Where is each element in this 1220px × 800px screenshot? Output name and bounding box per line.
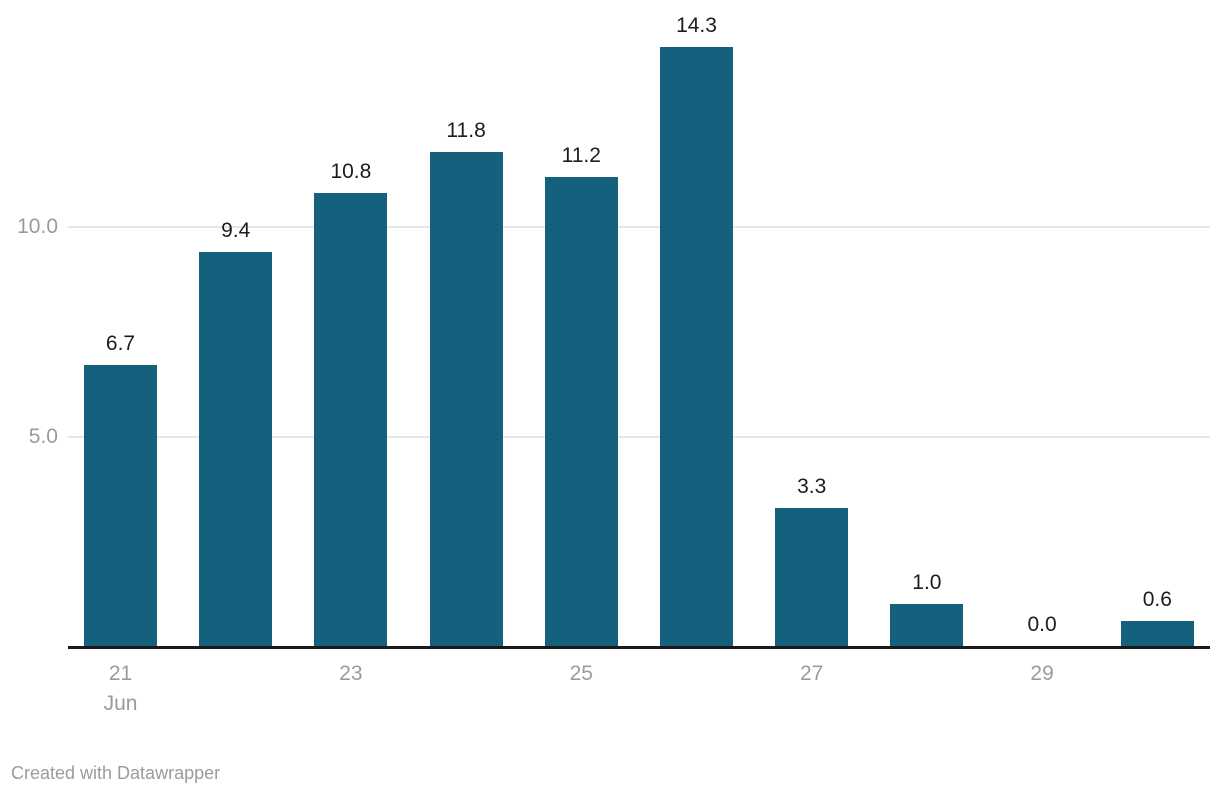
bar (1120, 620, 1194, 646)
bar (544, 176, 618, 646)
x-axis-line (68, 646, 1210, 649)
x-axis-tick-label: 25 (570, 659, 593, 689)
bar-value-label: 14.3 (676, 13, 717, 37)
y-axis-tick-label: 10.0 (17, 215, 58, 238)
bar (429, 151, 503, 646)
bar-value-label: 6.7 (105, 332, 136, 356)
y-gridline (68, 226, 1210, 228)
x-tick-main: 21 (108, 662, 133, 685)
x-tick-main: 25 (569, 662, 593, 685)
bar-value-label: 3.3 (797, 474, 827, 498)
x-axis-tick-label: 23 (339, 659, 362, 689)
bar-value-label: 11.8 (446, 118, 486, 142)
bar-value-label: 0.0 (1027, 613, 1057, 636)
x-tick-sublabel: Jun (103, 692, 138, 715)
x-tick-main: 23 (339, 662, 363, 685)
bar-value-label: 11.2 (561, 143, 601, 167)
bar-value-label: 1.0 (912, 571, 942, 595)
bar (84, 365, 157, 646)
bar (199, 252, 273, 646)
bar-value-label: 0.6 (1142, 587, 1172, 611)
bar (314, 193, 388, 646)
x-axis-tick-label: 27 (800, 659, 823, 689)
attribution-text: Created with Datawrapper (11, 763, 221, 783)
bar (890, 604, 964, 646)
x-axis-tick-label: 21 Jun (104, 659, 138, 719)
x-axis-tick-label: 29 (1030, 659, 1053, 689)
bar (775, 507, 849, 646)
x-tick-main: 27 (800, 662, 824, 685)
y-axis-tick-label: 5.0 (28, 424, 58, 448)
bar-value-label: 10.8 (330, 160, 372, 184)
y-gridline (68, 435, 1210, 438)
bar-value-label: 9.4 (221, 219, 251, 243)
bar (660, 46, 733, 646)
x-tick-main: 29 (1030, 662, 1054, 685)
